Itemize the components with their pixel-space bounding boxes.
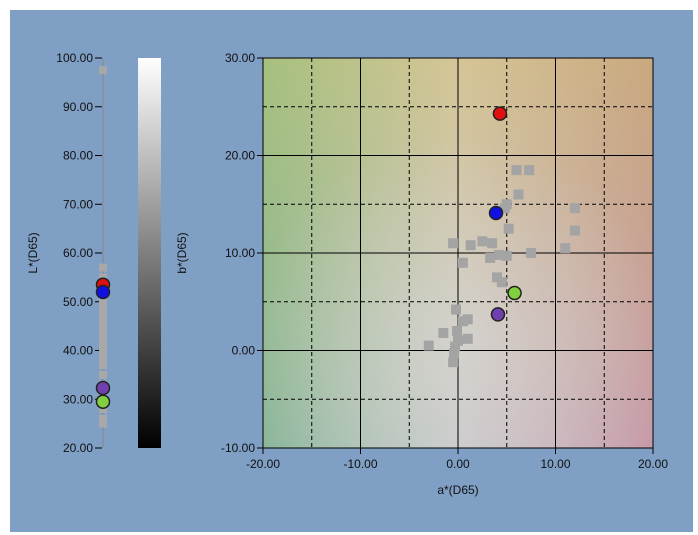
l-data-point: [99, 331, 107, 340]
chart-canvas: 100.00 90.00 80.00 70.00 60.00 50.00 40.00 30.0…: [26, 51, 668, 497]
ab-data-point: [493, 249, 504, 260]
ab-data-point: [526, 248, 537, 258]
ab-highlight-point: [492, 106, 508, 121]
l-data-point: [99, 273, 107, 282]
l-data-point: [99, 322, 107, 331]
l-data-point: [99, 341, 107, 350]
lightness-colorbar: [138, 58, 161, 448]
l-tick-label: 20.00: [63, 441, 93, 455]
l-data-point: [99, 336, 107, 345]
a-tick-label: -10.00: [343, 457, 377, 471]
b-tick-label: 30.00: [225, 51, 255, 65]
ab-data-point: [449, 348, 460, 359]
l-tick-label: 50.00: [63, 295, 93, 309]
ab-data-point: [451, 304, 462, 315]
ab-data-point: [513, 189, 524, 200]
l-data-point: [99, 419, 107, 428]
a-tick-label: 0.00: [446, 457, 470, 471]
l-axis-title: L*(D65): [26, 232, 40, 273]
b-axis-title: b*(D65): [175, 232, 189, 273]
l-data-point: [99, 414, 107, 423]
l-tick-label: 40.00: [63, 344, 93, 358]
l-data-point: [99, 263, 107, 272]
b-tick-label: -10.00: [221, 441, 255, 455]
ab-highlight-point: [488, 205, 504, 221]
chart-frame: 100.00 90.00 80.00 70.00 60.00 50.00 40.00 30.0…: [10, 10, 693, 532]
b-tick-label: 20.00: [225, 149, 255, 163]
a-tick-label: -20.00: [246, 457, 280, 471]
b-tick-label: 0.00: [232, 344, 256, 358]
l-tick-label: 100.00: [56, 51, 93, 65]
ab-data-point: [503, 223, 514, 234]
a-axis-title: a*(D65): [437, 483, 478, 497]
ab-data-point: [453, 335, 463, 346]
ab-scatter-chart: -20.00 -10.00 0.00 10.00 20.00 30.00 20.00 10.0…: [221, 51, 668, 497]
l-data-point: [99, 327, 107, 335]
ab-data-point: [560, 243, 571, 254]
ab-highlight-point: [490, 307, 506, 322]
l-tick-label: 70.00: [63, 197, 93, 211]
l-data-point: [99, 361, 107, 370]
ab-data-point: [485, 252, 496, 263]
l-data-point: [99, 370, 107, 379]
l-data-point: [99, 317, 107, 326]
ab-data-point: [448, 238, 459, 249]
l-data-point: [99, 307, 107, 316]
ab-data-point: [501, 250, 512, 261]
l-data-point: [99, 66, 107, 75]
l-highlight-point: [95, 284, 111, 300]
ab-data-point: [448, 357, 459, 368]
ab-data-point: [438, 327, 449, 338]
ab-data-point: [423, 340, 434, 351]
ab-data-point: [465, 240, 476, 251]
l-tick-label: 90.00: [63, 100, 93, 114]
ab-data-point: [524, 165, 535, 176]
l-data-point: [99, 351, 107, 360]
ab-data-point: [462, 314, 473, 325]
ab-data-point: [499, 203, 510, 214]
ab-data-point: [457, 257, 468, 268]
ab-data-point: [450, 341, 461, 352]
l-data-point: [99, 405, 107, 413]
l-highlight-point: [95, 380, 111, 396]
ab-data-point: [487, 238, 498, 249]
l-data-point: [99, 356, 107, 365]
ab-data-point: [496, 277, 507, 288]
ab-data-point: [477, 236, 488, 247]
ab-data-point: [462, 333, 473, 344]
a-tick-label: 20.00: [638, 457, 668, 471]
ab-highlight-point: [507, 285, 522, 301]
ab-data-point: [570, 225, 580, 236]
l-tick-label: 80.00: [63, 149, 93, 163]
ab-data-point: [511, 165, 522, 176]
l-highlight-point: [95, 394, 111, 409]
a-tick-label: 10.00: [540, 457, 570, 471]
ab-data-point: [570, 203, 580, 214]
l-tick-label: 30.00: [63, 392, 93, 406]
b-tick-label: 10.00: [225, 246, 255, 260]
ab-data-point: [452, 326, 463, 336]
l-data-point: [99, 302, 107, 311]
l-data-point: [99, 346, 107, 355]
l-strip-chart: 100.00 90.00 80.00 70.00 60.00 50.00 40.00 30.0…: [26, 51, 111, 455]
l-data-point: [99, 297, 107, 306]
l-data-point: [99, 312, 107, 321]
l-tick-label: 60.00: [63, 246, 93, 260]
